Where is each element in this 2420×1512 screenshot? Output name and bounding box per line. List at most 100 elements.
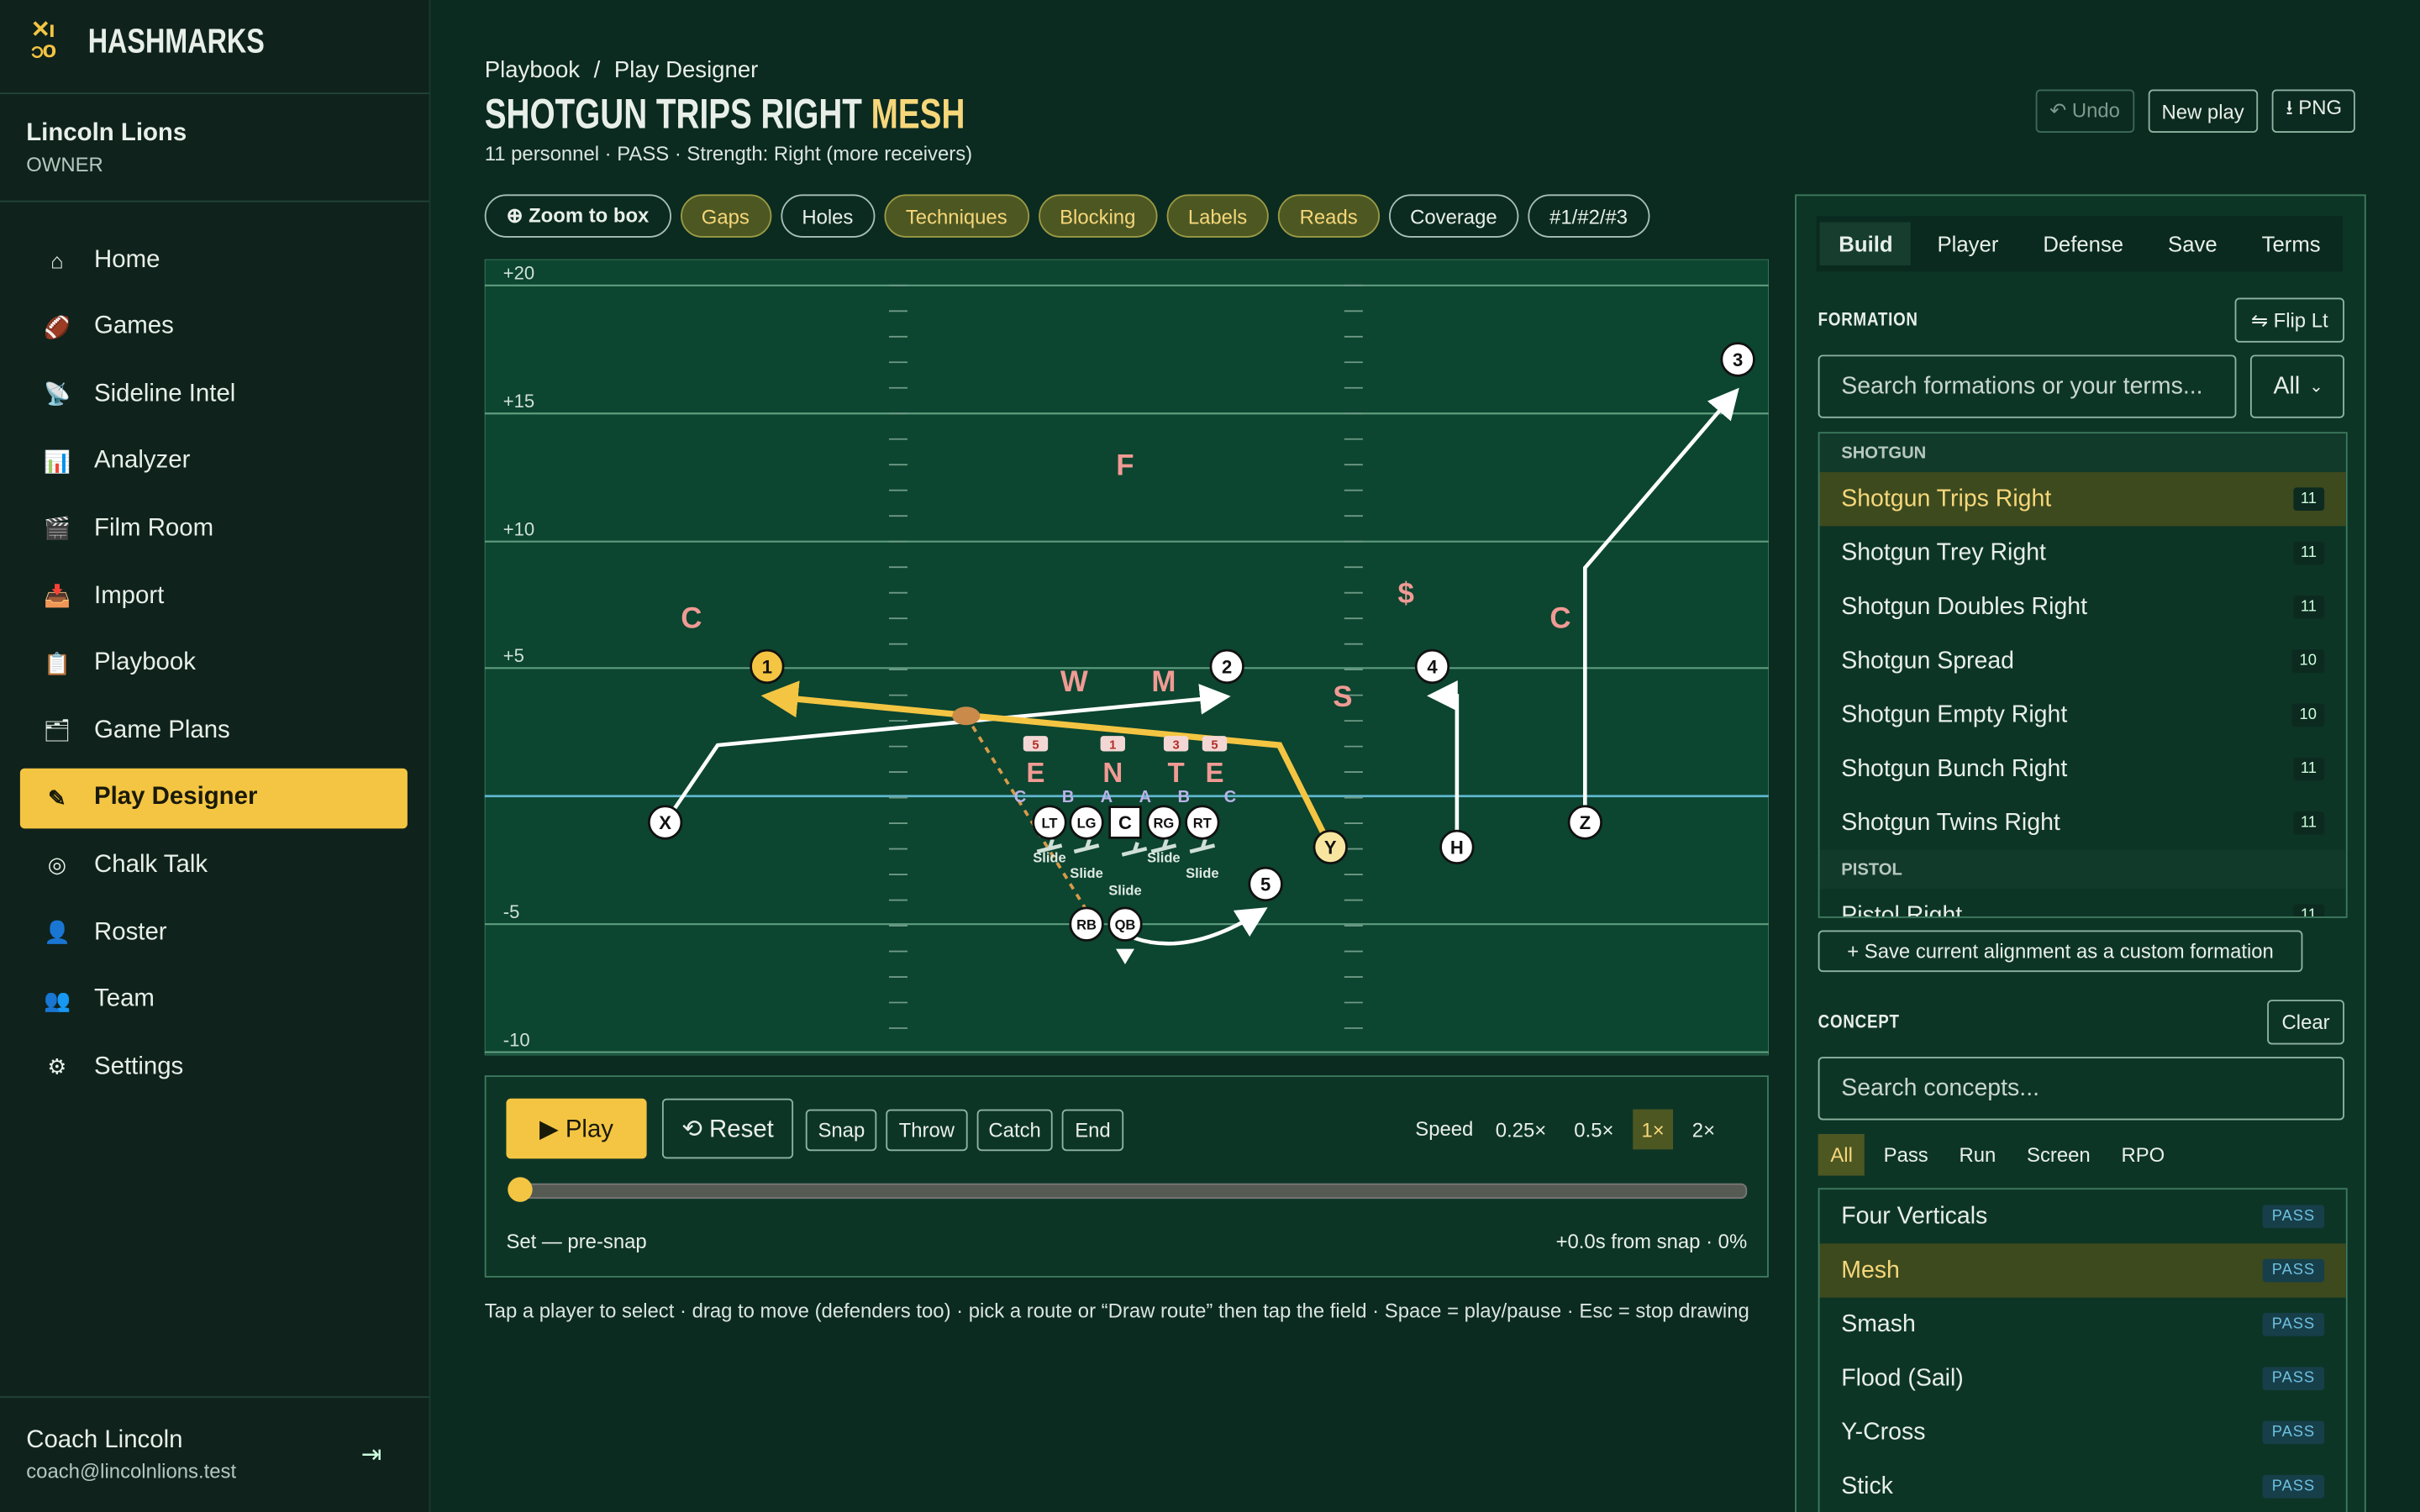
nav-item[interactable]: 📋 Playbook <box>20 633 408 694</box>
speed-option[interactable]: 1× <box>1632 1109 1674 1150</box>
scrubber-thumb[interactable] <box>508 1177 533 1202</box>
formation-item[interactable]: Shotgun Empty Right 10 <box>1820 688 2346 742</box>
playback: ▶ Play ⟲ Reset Snap Throw Catch End Speed 0… <box>484 1075 1769 1278</box>
tab[interactable]: Build <box>1820 222 1912 265</box>
nav-item[interactable]: 📊 Analyzer <box>20 432 408 492</box>
offense-label: QB <box>1115 917 1136 933</box>
yard-label: +10 <box>503 518 534 539</box>
toggle-chip[interactable]: Blocking <box>1038 194 1158 238</box>
scrubber[interactable] <box>510 1183 1748 1200</box>
reset-button[interactable]: ⟲ Reset <box>661 1098 794 1159</box>
nav-item[interactable]: 👤 Roster <box>20 902 408 963</box>
nav-item[interactable]: ◎ Chalk Talk <box>20 835 408 895</box>
nav-label: Sideline Intel <box>94 381 236 407</box>
concept-item[interactable]: Smash PASS <box>1820 1298 2346 1352</box>
event-button[interactable]: Catch <box>976 1109 1054 1152</box>
formation-name: Pistol Right <box>1841 901 1963 918</box>
formation-item[interactable]: Shotgun Doubles Right 11 <box>1820 580 2346 634</box>
block-label: Slide <box>1070 865 1102 881</box>
formation-item[interactable]: Shotgun Twins Right 11 <box>1820 796 2346 850</box>
concept-item[interactable]: Stick PASS <box>1820 1460 2346 1512</box>
route <box>760 680 1334 849</box>
gap-label: B <box>1062 788 1075 806</box>
toggle-chip[interactable]: Gaps <box>680 194 771 238</box>
formation-count: 11 <box>2292 595 2325 619</box>
concept-item[interactable]: Flood (Sail) PASS <box>1820 1352 2346 1405</box>
offense-label: 5 <box>1260 874 1270 895</box>
speed-option[interactable]: 0.5× <box>1574 1117 1614 1142</box>
nav-item[interactable]: ✎ Play Designer <box>19 768 408 828</box>
toggle-chip[interactable]: #1/#2/#3 <box>1528 194 1649 238</box>
speed-option[interactable]: 2× <box>1691 1117 1716 1142</box>
concept-filter[interactable]: Run <box>1959 1143 1996 1167</box>
concept-item[interactable]: Four Verticals PASS <box>1820 1189 2346 1243</box>
formation-item[interactable]: Shotgun Trips Right 11 <box>1819 472 2346 527</box>
formation-count: 10 <box>2291 703 2325 727</box>
nav-item[interactable]: 📡 Sideline Intel <box>20 365 408 425</box>
logout[interactable]: ⇥ <box>360 1442 382 1469</box>
formation-item[interactable]: Pistol Right 11 <box>1820 889 2346 918</box>
concept-filter[interactable]: Screen <box>2027 1143 2091 1167</box>
nav-label: Analyzer <box>94 448 191 475</box>
toggle-chip[interactable]: Techniques <box>884 194 1029 238</box>
nav-item[interactable]: 🎬 Film Room <box>20 499 408 559</box>
nav-label: Games <box>94 313 174 340</box>
yard-label: +5 <box>503 645 524 666</box>
speed-option[interactable]: 0.25× <box>1495 1117 1547 1142</box>
block <box>1036 838 1063 854</box>
nav-icon: 🏈 <box>43 313 71 339</box>
formation-search[interactable]: Search formations or your terms... <box>1818 354 2237 418</box>
play-button[interactable]: ▶ Play <box>506 1098 647 1159</box>
offense-player <box>1069 906 1104 942</box>
concept-item[interactable]: Mesh PASS <box>1819 1243 2346 1298</box>
nav-label: Team <box>94 985 155 1013</box>
formation-item[interactable]: Shotgun Bunch Right 11 <box>1820 742 2346 795</box>
field[interactable]: +20 +15 +10 +5 -5 -10 Slide Slide Slide Slide Slid… <box>483 258 1770 1057</box>
tab[interactable]: Defense <box>2043 231 2124 256</box>
tab[interactable]: Terms <box>2261 231 2321 256</box>
nav-item[interactable]: ⚙ Settings <box>20 1037 408 1098</box>
concept-filter[interactable]: Pass <box>1883 1143 1928 1167</box>
toggle-chip[interactable]: Labels <box>1166 194 1269 238</box>
title-main: SHOTGUN TRIPS RIGHT <box>484 91 862 138</box>
toggle-chip[interactable]: ⊕ Zoom to box <box>484 194 671 238</box>
event-button[interactable]: End <box>1062 1109 1123 1152</box>
event-button[interactable]: Snap <box>805 1109 877 1152</box>
nav-label: Import <box>94 582 165 609</box>
concept-filter[interactable]: All <box>1818 1134 1865 1176</box>
block <box>1073 838 1100 854</box>
concept-name: Stick <box>1841 1473 1893 1499</box>
defender: M <box>1151 665 1176 698</box>
nav-icon: 👥 <box>43 986 71 1012</box>
nav-item[interactable]: 🏈 Games <box>20 297 408 358</box>
formation-filter[interactable]: All ⌄ <box>2249 354 2345 418</box>
toggle-chip[interactable]: Coverage <box>1388 194 1519 238</box>
event-button[interactable]: Throw <box>886 1109 967 1152</box>
formation-item[interactable]: Shotgun Trey Right 11 <box>1820 526 2346 580</box>
formation-item[interactable]: Shotgun Spread 10 <box>1820 634 2346 688</box>
tab[interactable]: Save <box>2168 231 2217 256</box>
action-button[interactable]: ⭳ PNG <box>2271 89 2356 133</box>
toggle-chip[interactable]: Reads <box>1277 194 1380 238</box>
tab[interactable]: Player <box>1937 231 1999 256</box>
crumb[interactable]: Playbook <box>484 56 581 84</box>
nav-item[interactable]: 📥 Import <box>20 566 408 627</box>
block-label: Slide <box>1033 850 1065 866</box>
nav-item[interactable]: 👥 Team <box>20 970 408 1031</box>
concept-filter[interactable]: RPO <box>2121 1143 2165 1167</box>
save-formation[interactable]: + Save current alignment as a custom for… <box>1818 930 2303 973</box>
action-button[interactable]: New play <box>2147 89 2259 133</box>
toggle-chip[interactable]: Holes <box>780 194 876 238</box>
clear-button[interactable]: Clear <box>2267 1000 2345 1045</box>
formation-count: 11 <box>2292 541 2325 565</box>
concept-item[interactable]: Y-Cross PASS <box>1820 1405 2346 1459</box>
offense-label: H <box>1450 837 1464 858</box>
nav-item[interactable]: ⌂ Home <box>20 230 408 291</box>
concept-name: Y-Cross <box>1841 1418 1926 1446</box>
concept-search[interactable]: Search concepts... <box>1818 1057 2345 1121</box>
nav-item[interactable]: 🗂 Game Plans <box>20 701 408 761</box>
offense-label: 3 <box>1733 349 1743 370</box>
nav-label: Home <box>94 245 160 273</box>
flip-button[interactable]: ⇋ Flip Lt <box>2234 297 2345 343</box>
